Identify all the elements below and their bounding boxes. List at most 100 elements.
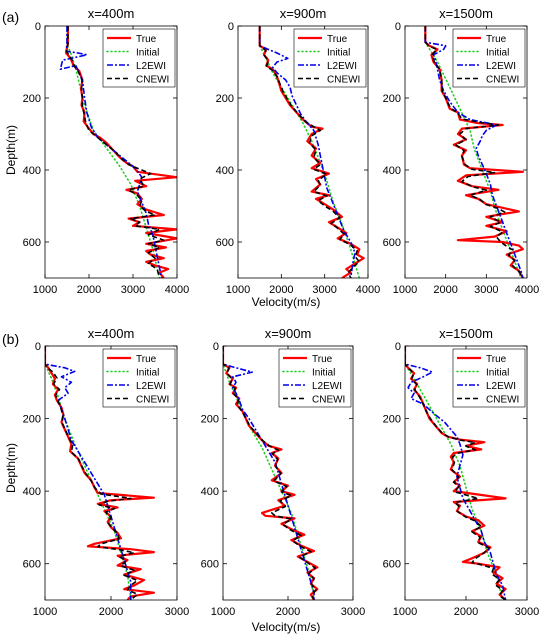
x-tick-label: 3000 [121, 284, 145, 296]
y-tick-label: 200 [216, 93, 234, 105]
series-line-cnewi [45, 346, 139, 600]
legend: True Initial L2EWI CNEWI [452, 28, 526, 88]
x-tick-label: 2000 [269, 284, 293, 296]
y-tick-label: 200 [383, 414, 401, 426]
subplot-title: x=400m [88, 6, 135, 21]
y-tick-label: 400 [23, 165, 41, 177]
subplot-title: x=1500m [439, 6, 493, 21]
legend-label-l2ewi: L2EWI [486, 61, 516, 72]
x-tick-label: 1000 [393, 284, 417, 296]
y-tick-label: 200 [201, 414, 219, 426]
legend-label-cnewi: CNEWI [136, 395, 169, 406]
y-tick-label: 0 [395, 21, 401, 33]
series-line-cnewi [223, 346, 317, 600]
x-axis-label-b: Velocity(m/s) [252, 620, 321, 634]
y-tick-label: 600 [201, 559, 219, 571]
series-line-l2ewi [424, 26, 524, 278]
series-group [405, 346, 507, 600]
x-tick-label: 3000 [312, 284, 336, 296]
x-tick-label: 4000 [165, 284, 189, 296]
series-line-initial [424, 26, 522, 278]
x-tick-label: 3000 [474, 284, 498, 296]
subplot-a-x-1500m: x=1500m 0 200 400 600 1000 2000 3000 4000 True Ini… [383, 6, 540, 296]
x-tick-label: 2000 [276, 606, 300, 618]
series-group [258, 26, 365, 278]
series-line-l2ewi [45, 346, 132, 600]
x-tick-label: 2000 [99, 606, 123, 618]
x-tick-label: 4000 [356, 284, 380, 296]
x-tick-label: 1000 [211, 606, 235, 618]
y-tick-label: 400 [23, 486, 41, 498]
legend-label-true: True [486, 354, 507, 365]
axes-frame [44, 25, 178, 279]
x-tick-label: 1000 [33, 606, 57, 618]
legend-label-cnewi: CNEWI [136, 75, 169, 86]
y-tick-label: 400 [383, 165, 401, 177]
subplot-title: x=900m [280, 6, 327, 21]
x-tick-label: 2000 [454, 606, 478, 618]
legend-label-initial: Initial [327, 48, 350, 59]
y-tick-label: 600 [23, 237, 41, 249]
legend-label-l2ewi: L2EWI [327, 61, 357, 72]
series-group [223, 346, 319, 600]
axes-frame [237, 25, 369, 279]
x-tick-label: 3000 [341, 606, 365, 618]
y-tick-label: 0 [35, 21, 41, 33]
y-tick-label: 600 [23, 559, 41, 571]
y-axis-label-a: Depth(m) [4, 125, 18, 175]
legend: True Initial L2EWI CNEWI [102, 348, 176, 408]
legend-label-initial: Initial [486, 368, 509, 379]
legend-label-initial: Initial [486, 48, 509, 59]
y-tick-label: 600 [383, 237, 401, 249]
legend: True Initial L2EWI CNEWI [102, 28, 176, 88]
legend: True Initial L2EWI CNEWI [452, 348, 526, 408]
y-tick-label: 200 [23, 93, 41, 105]
legend: True Initial L2EWI CNEWI [278, 348, 352, 408]
x-tick-label: 1000 [393, 606, 417, 618]
y-tick-label: 0 [395, 341, 401, 353]
legend-label-l2ewi: L2EWI [136, 61, 166, 72]
x-tick-label: 2000 [77, 284, 101, 296]
x-tick-label: 1000 [226, 284, 250, 296]
y-tick-label: 600 [216, 237, 234, 249]
y-tick-label: 200 [23, 414, 41, 426]
legend: True Initial L2EWI CNEWI [293, 28, 367, 88]
legend-label-initial: Initial [136, 368, 159, 379]
subplot-b-x-400m: x=400m 0 200 400 600 1000 2000 3000 True Initial L… [23, 326, 190, 618]
series-group [424, 26, 524, 278]
y-tick-label: 400 [216, 165, 234, 177]
legend-label-l2ewi: L2EWI [312, 381, 342, 392]
legend-label-true: True [327, 34, 348, 45]
legend-label-l2ewi: L2EWI [486, 381, 516, 392]
legend-label-cnewi: CNEWI [327, 75, 360, 86]
series-line-cnewi [424, 26, 524, 278]
axes-frame [404, 25, 528, 279]
legend-label-cnewi: CNEWI [486, 395, 519, 406]
y-tick-label: 400 [383, 486, 401, 498]
series-group [59, 26, 177, 278]
panel-label-a: (a) [2, 9, 19, 25]
panel-label-b: (b) [2, 331, 19, 347]
x-tick-label: 4000 [515, 284, 539, 296]
y-tick-label: 200 [383, 93, 401, 105]
subplot-b-x-1500m: x=1500m 0 200 400 600 1000 2000 3000 True Initial… [383, 326, 540, 618]
legend-label-l2ewi: L2EWI [136, 381, 166, 392]
y-tick-label: 0 [213, 341, 219, 353]
x-tick-label: 1000 [33, 284, 57, 296]
series-line-l2ewi [223, 346, 315, 600]
y-tick-label: 600 [383, 559, 401, 571]
y-tick-label: 400 [201, 486, 219, 498]
y-axis-label-b: Depth(m) [4, 443, 18, 493]
legend-label-initial: Initial [312, 368, 335, 379]
subplot-b-x-900m: x=900m 0 200 400 600 1000 2000 3000 True Initial L… [201, 326, 366, 618]
legend-label-true: True [486, 34, 507, 45]
x-axis-label-a: Velocity(m/s) [252, 295, 321, 309]
series-line-initial [45, 346, 132, 600]
x-tick-label: 3000 [515, 606, 539, 618]
legend-label-cnewi: CNEWI [312, 395, 345, 406]
series-line-l2ewi [405, 346, 507, 600]
subplot-a-x-400m: x=400m 0 200 400 600 1000 2000 3000 4000 True Init… [23, 6, 190, 296]
subplot-a-x-900m: x=900m 0 200 400 600 1000 2000 3000 4000 True Init… [216, 6, 381, 296]
